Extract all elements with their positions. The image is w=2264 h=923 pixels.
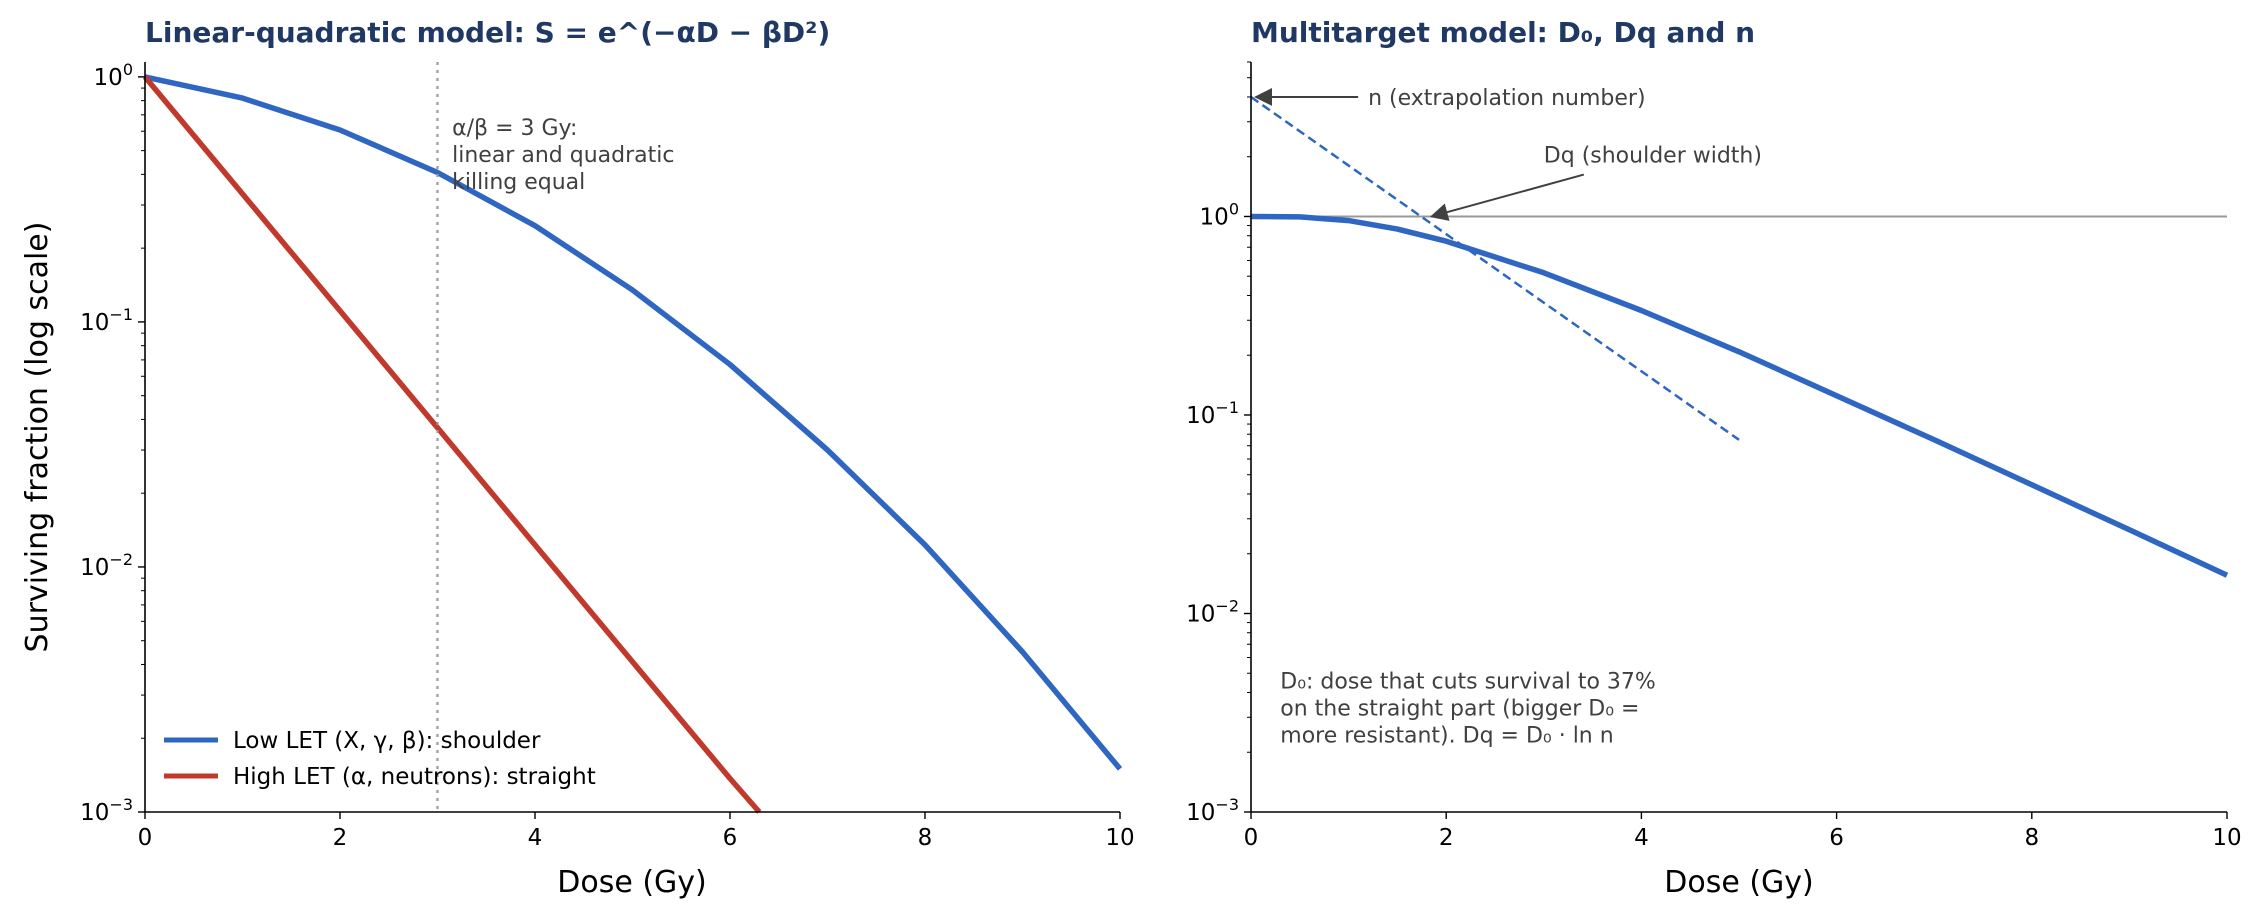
left-annotation: α/β = 3 Gy: linear and quadratic killing e… [452,116,674,195]
x-tick-label: 4 [528,825,543,851]
right-chart-panel: Multitarget model: D₀, Dq and n 0 2 4 6 8 10 1… [1186,16,2242,900]
alpha-beta-annotation: α/β = 3 Gy: linear and quadratic killing e… [452,116,674,195]
right-x-axis-label: Dose (Gy) [1664,865,1814,900]
left-legend: Low LET (X, γ, β): shoulder High LET (α,… [164,728,596,790]
right-annotations: n (extrapolation number) Dq (shoulder wid… [1254,86,1762,221]
y-tick-label: 10−2 [1186,596,1239,627]
left-y-axis-label: Surviving fraction (log scale) [20,222,55,653]
left-tick-labels: 0 2 4 6 8 10 100 10−1 10−2 10−3 [80,60,1135,851]
series-line-0 [144,74,1123,771]
left-series-group [142,74,1123,814]
left-x-axis-label: Dose (Gy) [557,865,707,900]
d0-definition-note: D₀: dose that cuts survival to 37% on the… [1280,669,1656,748]
left-axes [144,62,1120,813]
y-tick-label: 10−3 [80,795,133,826]
left-chart-panel: Linear-quadratic model: S = e^(−αD − βD²… [20,16,1135,900]
series-line-1 [142,75,762,814]
x-tick-label: 10 [1105,825,1134,851]
dq-annotation-label: Dq (shoulder width) [1544,144,1762,169]
y-tick-label: 10−1 [1186,398,1239,429]
right-tick-labels: 0 2 4 6 8 10 100 10−1 10−2 10−3 [1186,61,2242,851]
left-chart-title: Linear-quadratic model: S = e^(−αD − βD²… [145,16,830,49]
legend-high-let-label: High LET (α, neutrons): straight [233,764,596,790]
y-tick-label: 10−2 [80,550,133,581]
x-tick-label: 6 [1829,825,1844,851]
right-reference-group [1250,95,2227,441]
x-tick-label: 0 [138,825,153,851]
x-tick-label: 4 [1634,825,1649,851]
x-tick-label: 2 [333,825,348,851]
n-annotation-label: n (extrapolation number) [1368,86,1645,111]
right-axes [1250,62,2227,813]
y-tick-label: 10−3 [1186,795,1239,826]
x-tick-label: 8 [2024,825,2039,851]
right-series-group [1250,213,2229,578]
extrapolation-dashed-line [1250,95,1740,441]
y-tick-label: 100 [1200,199,1239,230]
right-chart-title: Multitarget model: D₀, Dq and n [1251,16,1755,49]
x-tick-label: 8 [918,825,933,851]
x-tick-label: 0 [1244,825,1259,851]
legend-low-let-label: Low LET (X, γ, β): shoulder [233,728,541,754]
x-tick-label: 6 [723,825,738,851]
y-tick-label: 10−1 [80,305,133,336]
dq-annotation-arrow [1429,173,1585,221]
y-tick-label: 100 [94,60,133,91]
series-line-0 [1250,213,2229,578]
x-tick-label: 10 [2212,825,2241,851]
x-tick-label: 2 [1439,825,1454,851]
